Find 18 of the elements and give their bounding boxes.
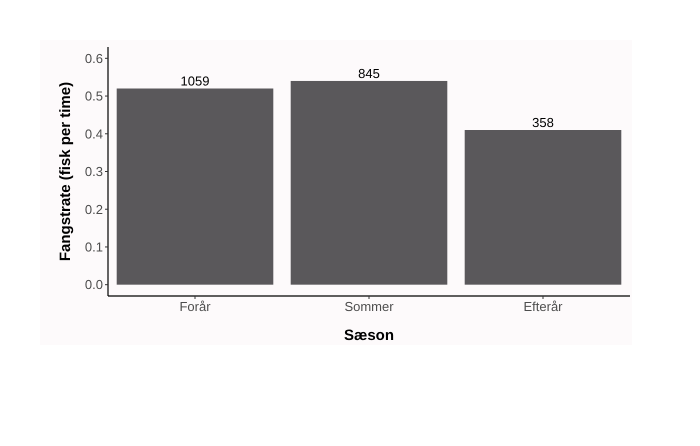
annotation: 1059 bbox=[180, 74, 210, 88]
y-tick-label: 0.2 bbox=[84, 202, 103, 217]
annotation: 845 bbox=[358, 66, 380, 81]
x-axis-title: Sæson bbox=[344, 327, 394, 344]
y-tick-label: 0.1 bbox=[84, 240, 103, 255]
y-tick-label: 0.3 bbox=[84, 164, 103, 180]
annotation: 358 bbox=[532, 115, 554, 130]
bar bbox=[464, 130, 622, 285]
y-tick-label: 0.0 bbox=[84, 277, 103, 292]
x-tick-label: Efterår bbox=[523, 299, 564, 314]
x-tick-label: Forår bbox=[179, 299, 212, 314]
y-axis-title: Fangstrate (fisk per time) bbox=[57, 82, 74, 262]
x-tick-label: Sommer bbox=[344, 299, 394, 314]
bar bbox=[290, 80, 448, 285]
y-tick-label: 0.6 bbox=[84, 50, 103, 66]
bar bbox=[116, 88, 274, 285]
y-tick-label: 0.4 bbox=[84, 126, 103, 142]
y-tick-label: 0.5 bbox=[84, 88, 103, 104]
